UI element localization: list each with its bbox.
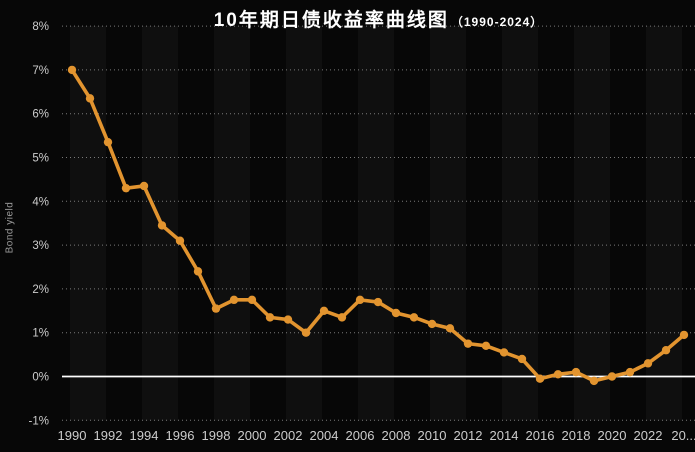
svg-text:0%: 0% [32,372,49,384]
svg-text:2014: 2014 [490,428,519,443]
data-point-1999 [229,295,239,305]
y-axis-title: Bond yield [4,201,16,254]
svg-text:2022: 2022 [634,428,663,443]
chart-title-sub: （1990-2024） [450,15,544,29]
data-point-2005 [337,313,347,322]
svg-text:2000: 2000 [238,428,267,443]
svg-text:2012: 2012 [454,428,483,443]
data-point-2015 [517,354,527,364]
data-point-1991 [85,94,95,103]
chart-title: 10年期日债收益率曲线图 （1990-2024） [62,5,695,32]
data-point-2021 [625,367,635,377]
svg-text:1998: 1998 [202,428,231,443]
data-point-2016 [535,374,545,383]
y-tick-labels: 8% 7% 6% 5% 4% 3% 2% 1% 0% -1% [29,21,49,427]
data-point-2000 [247,295,257,305]
y-gridlines [62,25,695,421]
svg-text:7%: 7% [32,65,49,77]
data-point-2006 [355,295,365,305]
data-point-2008 [391,308,401,318]
data-point-2007 [373,297,383,307]
data-point-1998 [211,304,221,313]
svg-text:2002: 2002 [274,428,303,443]
data-point-2023 [661,346,671,355]
svg-text:1990: 1990 [58,428,87,443]
data-point-1997 [193,267,203,276]
chart-title-main: 10年期日债收益率曲线图 [213,10,449,31]
data-point-2024 [679,330,689,340]
data-points [67,65,689,386]
data-point-1993 [121,183,131,193]
svg-text:2008: 2008 [382,428,411,443]
svg-text:2010: 2010 [418,428,447,443]
data-point-1996 [175,236,185,245]
data-point-2020 [607,372,617,381]
svg-text:2004: 2004 [310,428,339,443]
data-point-2009 [409,313,419,322]
svg-text:2020: 2020 [598,428,627,443]
data-point-1990 [67,65,77,75]
svg-text:2018: 2018 [562,428,591,443]
svg-text:8%: 8% [32,21,49,33]
data-point-2017 [553,370,563,379]
data-point-1995 [157,221,167,230]
data-point-2002 [283,315,293,324]
svg-text:3%: 3% [32,240,49,252]
svg-text:1994: 1994 [130,428,159,443]
svg-text:1%: 1% [32,328,49,340]
data-point-2004 [319,306,329,315]
data-point-2001 [265,313,275,322]
data-point-1992 [103,137,113,147]
data-point-2012 [463,339,473,348]
data-point-2014 [499,348,509,357]
svg-text:6%: 6% [32,109,49,121]
svg-text:2016: 2016 [526,428,555,443]
svg-text:5%: 5% [32,153,49,165]
data-point-2019 [589,376,599,386]
svg-text:2%: 2% [32,284,49,296]
svg-text:2006: 2006 [346,428,375,443]
data-point-2010 [427,319,437,329]
data-point-2022 [643,359,653,368]
svg-text:1996: 1996 [166,428,195,443]
svg-text:4%: 4% [32,196,49,208]
svg-text:-1%: -1% [29,415,49,427]
x-tick-labels: 1990 1992 1994 1996 1998 2000 2002 2004 2006 2008… [58,428,695,443]
data-point-2003 [301,328,311,337]
data-point-1994 [139,181,149,191]
svg-text:20...: 20... [671,428,695,443]
svg-text:1992: 1992 [94,428,123,443]
data-point-2011 [445,324,455,333]
data-point-2013 [481,341,491,351]
data-point-2018 [571,367,581,377]
